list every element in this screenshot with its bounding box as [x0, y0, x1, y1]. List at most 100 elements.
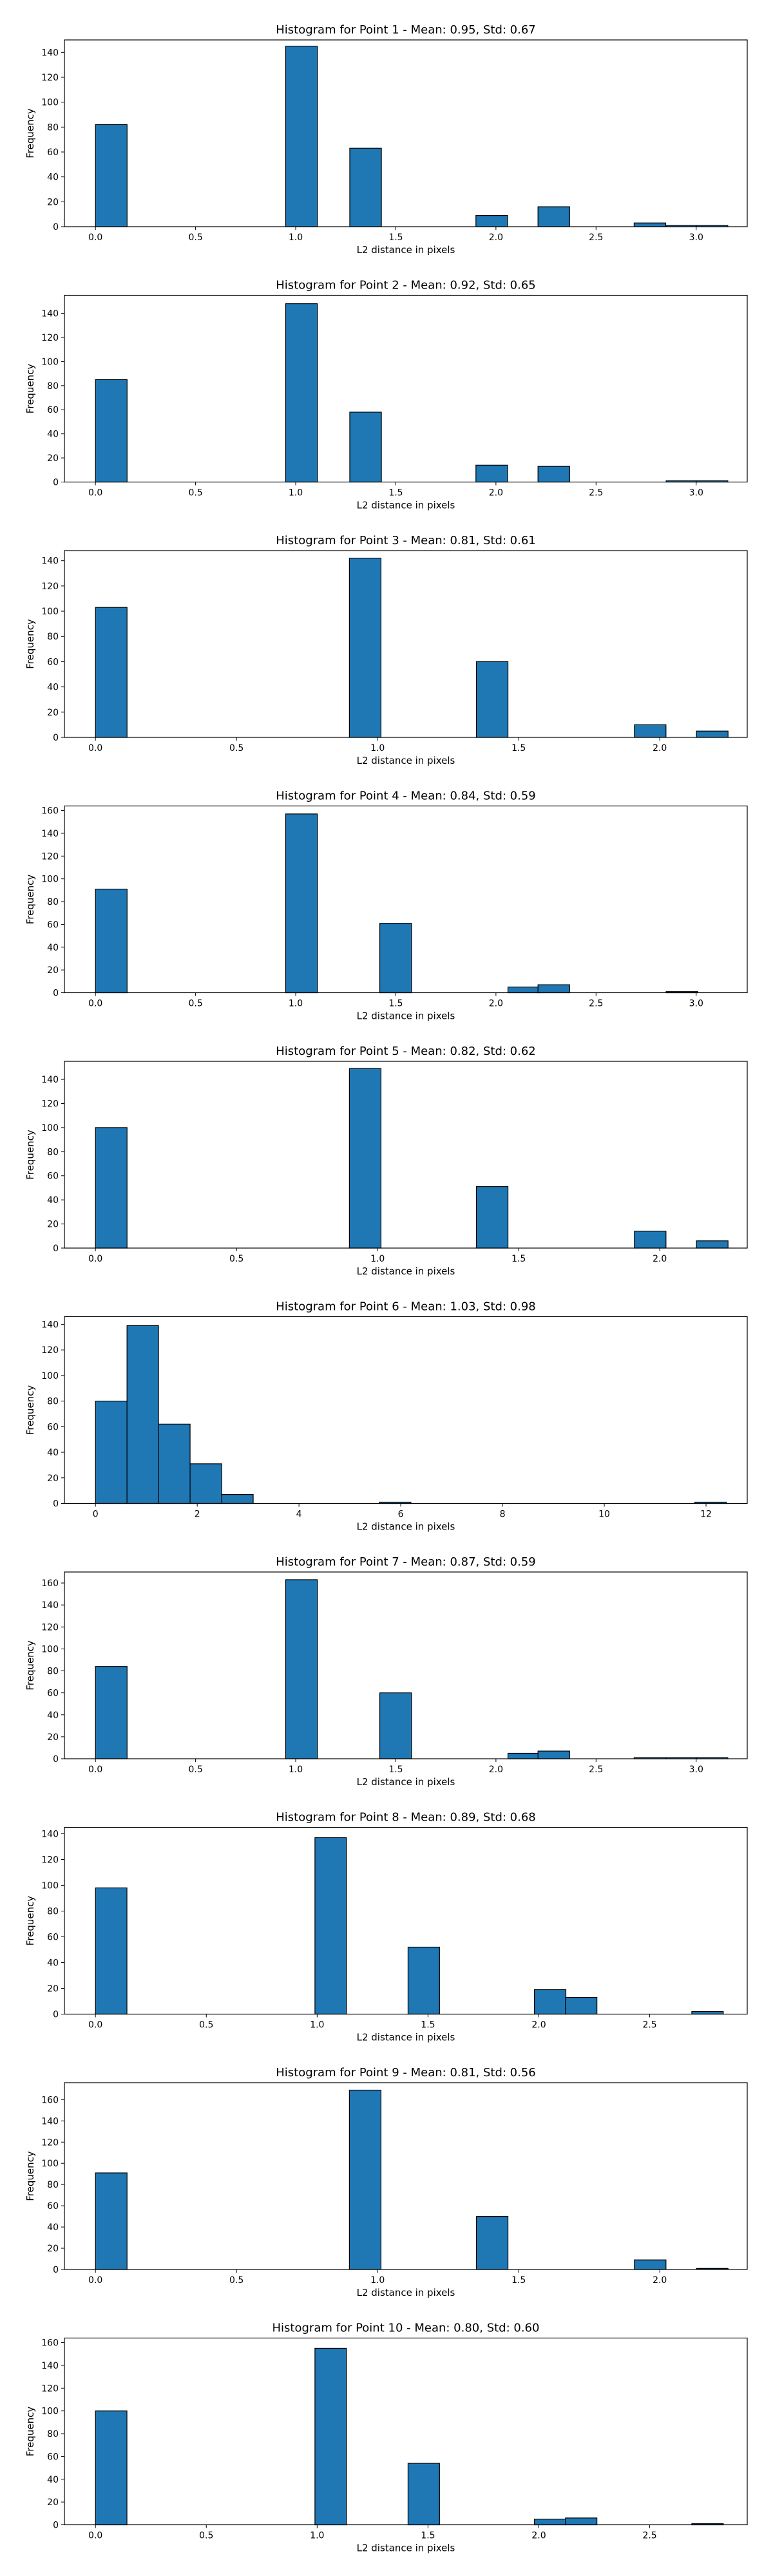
y-axis-label: Frequency	[24, 1385, 36, 1435]
plot-frame	[64, 1061, 748, 1249]
histogram-panel-10: Histogram for Point 10 - Mean: 0.80, Std…	[24, 2322, 748, 2554]
y-tick-label: 80	[47, 1397, 59, 1407]
x-tick-label: 10	[598, 1510, 610, 1520]
x-tick-label: 0.5	[188, 999, 202, 1009]
y-tick-label: 40	[47, 1958, 59, 1969]
x-tick-label: 0	[93, 1510, 99, 1520]
y-tick-label: 80	[47, 381, 59, 392]
y-tick-label: 80	[47, 897, 59, 907]
x-tick-label: 0.0	[88, 2275, 102, 2286]
x-tick-label: 2.0	[531, 2020, 546, 2031]
y-tick-label: 80	[47, 1147, 59, 1157]
x-tick-label: 0.5	[188, 232, 202, 243]
x-tick-label: 0.0	[88, 2020, 102, 2031]
y-axis-label: Frequency	[24, 108, 36, 158]
histogram-bar	[314, 1837, 347, 2015]
histogram-bar	[95, 1887, 128, 2015]
x-tick-label: 2.5	[589, 232, 603, 243]
y-tick-label: 160	[41, 806, 59, 817]
histogram-panel-1: Histogram for Point 1 - Mean: 0.95, Std:…	[24, 23, 748, 256]
histogram-bar	[407, 1946, 440, 2015]
y-tick-label: 60	[47, 1689, 59, 1699]
x-tick-label: 1.5	[511, 2275, 526, 2286]
histogram-panel-3: Histogram for Point 3 - Mean: 0.81, Std:…	[24, 534, 748, 766]
histogram-bar	[634, 724, 667, 738]
y-tick-label: 120	[41, 2383, 59, 2394]
histogram-bar	[565, 1996, 598, 2015]
y-tick-label: 0	[53, 222, 59, 232]
histogram-bar	[285, 46, 318, 227]
x-tick-label: 2.0	[489, 1765, 503, 1775]
y-tick-label: 60	[47, 405, 59, 415]
y-tick-label: 60	[47, 657, 59, 667]
x-tick-label: 0.5	[188, 488, 202, 498]
x-tick-label: 0.5	[229, 1254, 243, 1264]
chart-title: Histogram for Point 1 - Mean: 0.95, Std:…	[276, 23, 536, 37]
y-tick-label: 100	[41, 607, 59, 617]
y-tick-label: 40	[47, 2222, 59, 2233]
y-tick-label: 100	[41, 2159, 59, 2169]
histogram-bar	[475, 464, 508, 483]
y-tick-label: 0	[53, 478, 59, 488]
histogram-bar	[95, 2410, 128, 2526]
x-tick-label: 0.0	[88, 743, 102, 753]
histogram-bar	[534, 2519, 567, 2526]
histogram-bar	[285, 1579, 318, 1759]
y-tick-label: 120	[41, 2137, 59, 2148]
y-tick-label: 140	[41, 829, 59, 839]
histogram-bar	[475, 1186, 509, 1249]
histogram-bar	[696, 730, 729, 738]
x-tick-label: 0.0	[88, 999, 102, 1009]
x-tick-label: 1.0	[370, 1254, 385, 1264]
y-tick-label: 140	[41, 309, 59, 319]
x-tick-label: 2.5	[589, 999, 603, 1009]
x-tick-label: 2.0	[489, 999, 503, 1009]
x-axis-label: L2 distance in pixels	[357, 2287, 455, 2298]
x-axis-label: L2 distance in pixels	[357, 1010, 455, 1022]
x-tick-label: 1.5	[511, 1254, 526, 1264]
plot-frame	[64, 39, 748, 227]
x-axis-label: L2 distance in pixels	[357, 2543, 455, 2554]
y-tick-label: 0	[53, 2265, 59, 2275]
y-tick-label: 100	[41, 98, 59, 108]
x-tick-label: 1.0	[310, 2020, 324, 2031]
histogram-bar	[314, 2347, 347, 2526]
chart-title: Histogram for Point 8 - Mean: 0.89, Std:…	[276, 1811, 536, 1824]
y-tick-label: 140	[41, 556, 59, 567]
x-tick-label: 0.0	[88, 1765, 102, 1775]
x-tick-label: 0.5	[188, 1765, 202, 1775]
plot-frame	[64, 550, 748, 738]
x-tick-label: 1.5	[388, 1765, 403, 1775]
x-tick-label: 1.5	[421, 2531, 435, 2541]
y-tick-label: 20	[47, 1984, 59, 1994]
histogram-bar	[696, 1240, 729, 1249]
y-tick-label: 40	[47, 173, 59, 183]
y-axis-label: Frequency	[24, 1896, 36, 1946]
y-axis-label: Frequency	[24, 1640, 36, 1690]
histogram-bar	[158, 1423, 191, 1504]
x-tick-label: 2.5	[589, 1765, 603, 1775]
y-tick-label: 40	[47, 1448, 59, 1458]
histogram-bar	[534, 1989, 567, 2015]
y-tick-label: 100	[41, 1644, 59, 1654]
histogram-bar	[475, 2216, 509, 2270]
x-tick-label: 1.0	[289, 488, 303, 498]
histogram-bar	[537, 1750, 570, 1759]
histogram-panel-8: Histogram for Point 8 - Mean: 0.89, Std:…	[24, 1811, 748, 2043]
plot-frame	[64, 294, 748, 483]
chart-title: Histogram for Point 7 - Mean: 0.87, Std:…	[276, 1555, 536, 1569]
y-tick-label: 100	[41, 1123, 59, 1133]
y-tick-label: 120	[41, 851, 59, 862]
x-tick-label: 0.5	[229, 2275, 243, 2286]
histogram-panel-6: Histogram for Point 6 - Mean: 1.03, Std:…	[24, 1300, 748, 1533]
y-tick-label: 0	[53, 1499, 59, 1510]
y-axis-label: Frequency	[24, 2407, 36, 2457]
x-tick-label: 1.0	[289, 232, 303, 243]
histogram-bar	[537, 206, 570, 227]
y-axis-label: Frequency	[24, 1130, 36, 1180]
y-tick-label: 100	[41, 2407, 59, 2417]
y-tick-label: 60	[47, 2452, 59, 2462]
histogram-panel-2: Histogram for Point 2 - Mean: 0.92, Std:…	[24, 279, 748, 511]
histogram-bar	[95, 1666, 128, 1759]
